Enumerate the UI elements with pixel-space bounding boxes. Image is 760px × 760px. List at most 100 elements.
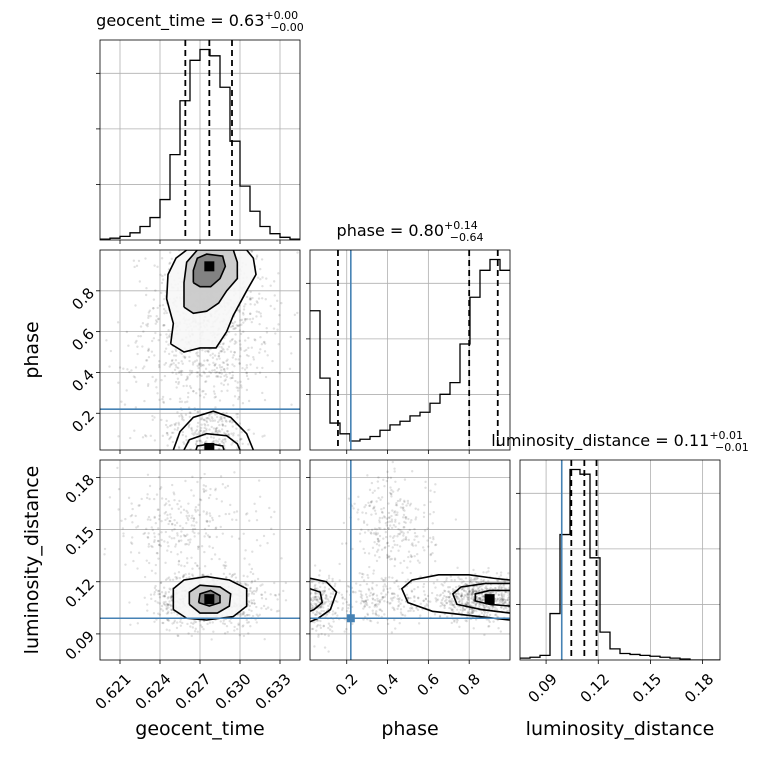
sample-point (179, 511, 183, 514)
sample-point (248, 298, 252, 301)
sample-point (51, 513, 53, 515)
sample-point (491, 591, 494, 594)
sample-point (323, 646, 327, 649)
sample-point (319, 626, 323, 630)
sample-point (390, 492, 393, 496)
sample-point (500, 586, 503, 589)
sample-point (466, 603, 469, 606)
contour-line (165, 250, 257, 353)
sample-point (228, 420, 232, 423)
sample-point (155, 551, 159, 555)
sample-point (363, 505, 366, 509)
sample-point (318, 569, 322, 572)
sample-point (474, 602, 478, 606)
sample-point (177, 423, 181, 426)
sample-point (232, 245, 234, 247)
sample-point (264, 298, 267, 301)
sample-point (449, 593, 452, 596)
sample-point (320, 632, 323, 636)
sample-point (383, 583, 386, 586)
sample-point (163, 323, 166, 327)
sample-point (501, 598, 505, 601)
sample-point (379, 527, 382, 530)
sample-point (387, 527, 390, 530)
sample-point (242, 233, 244, 235)
sample-point (503, 586, 506, 589)
sample-point (445, 598, 448, 601)
sample-point (500, 606, 503, 609)
sample-point (205, 513, 208, 516)
sample-point (146, 324, 149, 328)
sample-point (382, 506, 386, 510)
sample-point (276, 328, 279, 331)
sample-point (325, 594, 328, 597)
sample-point (158, 304, 162, 307)
sample-point (404, 538, 408, 541)
sample-point (230, 432, 233, 435)
sample-point (507, 609, 510, 612)
sample-point (365, 582, 369, 586)
sample-point (507, 596, 510, 599)
sample-point (205, 519, 208, 523)
sample-point (302, 610, 304, 612)
sample-point (426, 527, 430, 530)
sample-point (454, 518, 458, 521)
sample-point (221, 347, 224, 350)
panel-content (520, 460, 720, 660)
sample-point (158, 514, 161, 517)
sample-point (188, 385, 192, 388)
sample-point (168, 335, 171, 339)
sample-point (224, 440, 227, 443)
sample-point (240, 386, 243, 389)
sample-point (407, 550, 411, 553)
sample-point (422, 511, 426, 514)
sample-point (361, 511, 364, 514)
sample-point (165, 419, 168, 423)
sample-point (248, 312, 252, 315)
sample-point (145, 527, 148, 531)
density-peak (204, 442, 215, 450)
sample-point (277, 343, 280, 346)
sample-point (224, 437, 227, 441)
sample-point (479, 597, 482, 600)
sample-point (176, 613, 179, 616)
sample-point (139, 325, 143, 328)
sample-point (253, 338, 256, 341)
panel-frame (309, 459, 511, 661)
sample-point (130, 502, 133, 505)
sample-point (124, 517, 127, 521)
histogram-luminosity_distance (520, 468, 720, 660)
sample-point (205, 375, 209, 378)
sample-point (221, 361, 225, 364)
sample-point (171, 578, 175, 581)
sample-point (226, 630, 229, 634)
sample-point (503, 599, 507, 602)
sample-point (214, 527, 217, 530)
sample-point (157, 475, 161, 479)
sample-point (261, 583, 264, 586)
sample-point (311, 605, 314, 608)
sample-point (448, 603, 452, 606)
sample-point (467, 593, 470, 596)
sample-point (478, 602, 481, 605)
sample-point (215, 232, 217, 234)
sample-point (266, 606, 270, 609)
sample-point (381, 596, 385, 599)
sample-point (169, 596, 173, 599)
sample-point (288, 367, 292, 371)
sample-point (413, 527, 416, 531)
sample-point (156, 601, 160, 604)
sample-point (247, 377, 250, 381)
sample-point (362, 607, 365, 610)
sample-point (212, 439, 215, 443)
sample-point (382, 515, 386, 518)
sample-point (202, 447, 205, 450)
sample-point (458, 625, 461, 629)
sample-point (222, 619, 225, 622)
sample-point (529, 578, 531, 580)
sample-point (476, 576, 480, 580)
sample-point (306, 604, 308, 606)
sample-point (245, 295, 249, 299)
sample-point (164, 502, 168, 505)
sample-point (130, 369, 133, 372)
